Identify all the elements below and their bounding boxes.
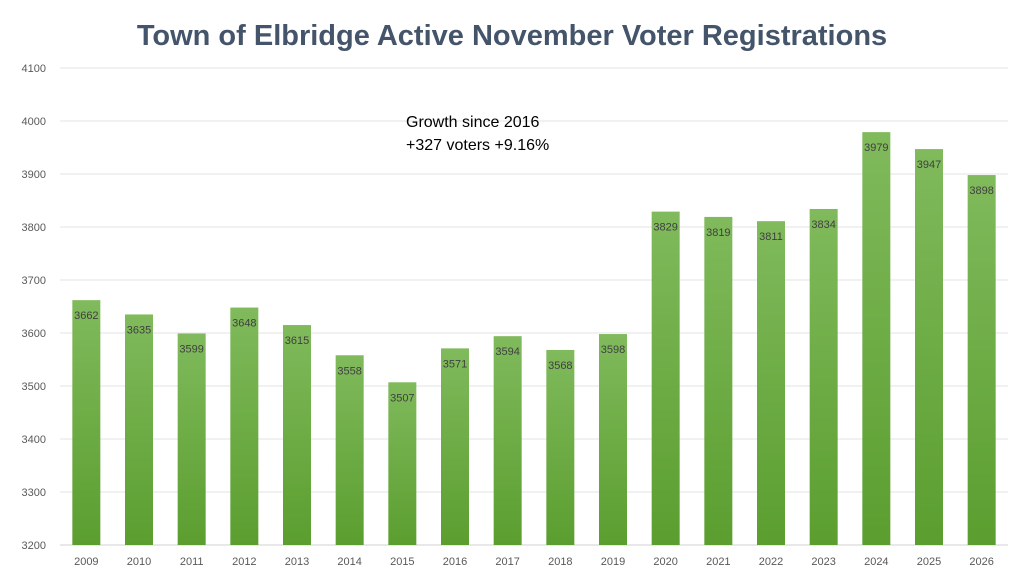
bar-2012 [230, 307, 259, 545]
x-tick-label: 2012 [232, 556, 256, 568]
data-label: 3898 [969, 185, 993, 197]
y-tick-label: 3500 [22, 381, 46, 393]
data-label: 3568 [548, 360, 572, 372]
x-tick-label: 2024 [864, 556, 888, 568]
data-label: 3635 [127, 324, 151, 336]
data-label: 3558 [337, 365, 361, 377]
annotation-line-1: Growth since 2016 [406, 114, 540, 131]
bar-2020 [651, 211, 680, 545]
bar-2010 [125, 314, 153, 545]
bar-2015 [388, 382, 417, 545]
data-label: 3834 [811, 219, 835, 231]
data-label: 3648 [232, 318, 256, 330]
data-label: 3662 [74, 310, 98, 322]
y-tick-label: 4000 [22, 116, 46, 128]
data-label: 3571 [443, 358, 467, 370]
x-tick-label: 2022 [759, 556, 783, 568]
bar-2009 [72, 300, 101, 545]
data-label: 3979 [864, 142, 888, 154]
y-tick-label: 4100 [22, 63, 46, 75]
y-tick-label: 3300 [22, 487, 46, 499]
x-tick-label: 2014 [337, 556, 361, 568]
bar-2024 [862, 132, 891, 545]
x-tick-label: 2011 [180, 556, 204, 568]
bar-2013 [283, 325, 311, 545]
bar-2023 [809, 208, 838, 546]
annotation-line-2: +327 voters +9.16% [406, 137, 549, 154]
data-label: 3507 [390, 392, 414, 404]
data-label: 3599 [179, 344, 203, 356]
data-label: 3598 [601, 344, 625, 356]
chart-title: Town of Elbridge Active November Voter R… [137, 20, 887, 52]
y-tick-label: 3400 [22, 434, 46, 446]
x-tick-label: 2009 [74, 556, 98, 568]
x-tick-label: 2025 [917, 556, 941, 568]
data-label: 3615 [285, 335, 309, 347]
y-tick-label: 3800 [22, 222, 46, 234]
data-label: 3829 [653, 222, 677, 234]
bar-2011 [177, 333, 206, 545]
bar-2018 [546, 349, 575, 545]
x-tick-label: 2017 [495, 556, 519, 568]
x-tick-label: 2021 [706, 556, 730, 568]
bar-2022 [757, 221, 785, 546]
x-tick-label: 2010 [127, 556, 151, 568]
x-tick-label: 2026 [969, 556, 993, 568]
bar-2026 [967, 175, 996, 545]
x-tick-label: 2019 [601, 556, 625, 568]
data-label: 3947 [917, 159, 941, 171]
y-tick-label: 3700 [22, 275, 46, 287]
data-label: 3811 [759, 231, 783, 243]
bar-2021 [704, 216, 733, 545]
bar-2025 [915, 149, 943, 545]
bar-2014 [335, 355, 364, 545]
x-tick-label: 2016 [443, 556, 467, 568]
bar-2019 [599, 334, 627, 545]
bar-2017 [493, 336, 522, 545]
x-tick-label: 2015 [390, 556, 414, 568]
x-tick-label: 2018 [548, 556, 572, 568]
x-tick-label: 2023 [811, 556, 835, 568]
data-label: 3594 [495, 346, 519, 358]
y-tick-label: 3200 [22, 540, 46, 552]
y-tick-label: 3600 [22, 328, 46, 340]
x-tick-label: 2020 [653, 556, 677, 568]
y-tick-label: 3900 [22, 169, 46, 181]
x-tick-label: 2013 [285, 556, 309, 568]
data-label: 3819 [706, 227, 730, 239]
bar-2016 [441, 348, 469, 545]
